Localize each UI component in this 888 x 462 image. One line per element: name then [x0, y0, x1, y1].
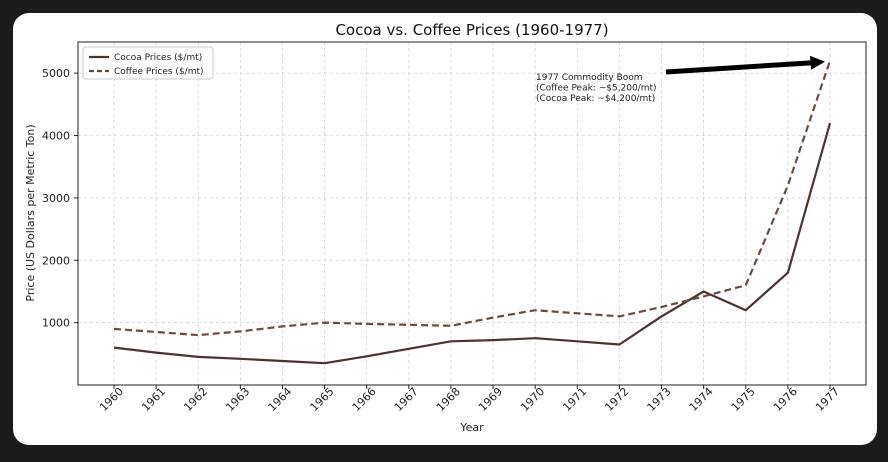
- x-tick-label: 1971: [560, 385, 589, 414]
- x-tick-label: 1964: [266, 385, 295, 414]
- series: [113, 60, 832, 365]
- annotation-text-line: (Coffee Peak: ~$5,200/mt): [536, 84, 657, 94]
- x-tick-label: 1960: [97, 385, 126, 414]
- series-line-cocoa: [113, 122, 832, 365]
- gridlines: [78, 42, 866, 385]
- plot-area-frame: [77, 41, 867, 386]
- x-tick-label: 1962: [181, 385, 210, 414]
- x-tick-label: 1976: [771, 385, 800, 414]
- chart-title: Cocoa vs. Coffee Prices (1960-1977): [335, 21, 608, 39]
- x-tick-label: 1975: [729, 385, 758, 414]
- x-tick-label: 1974: [687, 385, 716, 414]
- annotation-text-line: (Cocoa Peak: ~$4,200/mt): [536, 94, 655, 104]
- x-tick-label: 1967: [392, 385, 421, 414]
- x-tick-label: 1973: [645, 385, 674, 414]
- legend: Cocoa Prices ($/mt) Coffee Prices ($/mt): [82, 46, 214, 80]
- axes: 1960 1961 1962 1963 1964 1965 1966 1967 1968 1969…: [42, 67, 842, 414]
- x-tick-label: 1977: [813, 385, 842, 414]
- legend-label: Cocoa Prices ($/mt): [114, 53, 202, 63]
- x-tick-label: 1966: [350, 385, 379, 414]
- x-axis-label: Year: [459, 421, 484, 434]
- annotation-arrow-shaft: [665, 60, 814, 75]
- annotation-arrow-head: [810, 55, 825, 70]
- line-chart: Cocoa vs. Coffee Prices (1960-1977) 1960…: [24, 21, 867, 434]
- y-tick-label: 1000: [42, 317, 70, 330]
- legend-label: Coffee Prices ($/mt): [114, 67, 204, 77]
- y-axis-label: Price (US Dollars per Metric Ton): [24, 124, 37, 301]
- x-tick-label: 1968: [434, 385, 463, 414]
- x-tick-label: 1961: [139, 385, 168, 414]
- x-tick-label: 1963: [223, 385, 252, 414]
- x-tick-label: 1972: [602, 385, 631, 414]
- legend-box: [82, 46, 214, 80]
- y-tick-label: 3000: [42, 192, 70, 205]
- chart-card: Cocoa vs. Coffee Prices (1960-1977) 1960…: [13, 13, 877, 445]
- x-tick-label: 1970: [518, 385, 547, 414]
- annotation: 1977 Commodity Boom(Coffee Peak: ~$5,200…: [536, 55, 825, 104]
- y-tick-label: 4000: [42, 130, 70, 143]
- y-tick-label: 2000: [42, 254, 70, 267]
- y-tick-label: 5000: [42, 67, 70, 80]
- x-tick-label: 1965: [308, 385, 337, 414]
- x-tick-label: 1969: [476, 385, 505, 414]
- annotation-text-line: 1977 Commodity Boom: [536, 73, 642, 83]
